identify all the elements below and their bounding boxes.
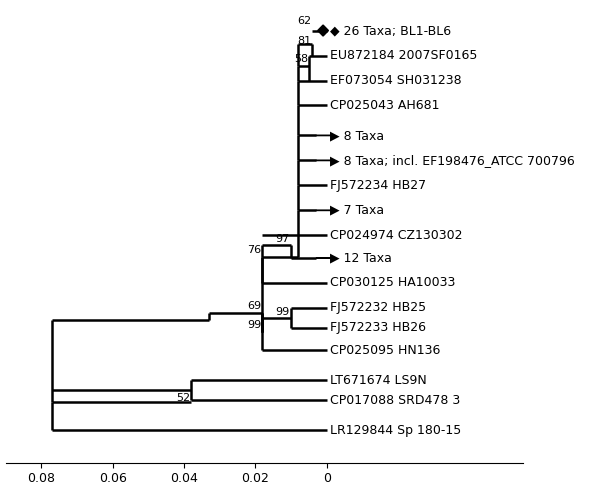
Text: 99: 99 xyxy=(247,320,262,330)
Text: CP025095 HN136: CP025095 HN136 xyxy=(330,344,440,357)
Text: CP017088 SRD478 3: CP017088 SRD478 3 xyxy=(330,394,460,407)
Text: FJ572232 HB25: FJ572232 HB25 xyxy=(330,301,427,314)
Polygon shape xyxy=(318,25,328,36)
Text: 97: 97 xyxy=(275,234,290,244)
Text: ▶ 12 Taxa: ▶ 12 Taxa xyxy=(330,251,392,264)
Text: 99: 99 xyxy=(275,306,290,317)
Text: 58: 58 xyxy=(294,54,308,63)
Text: ▶ 8 Taxa; incl. EF198476_ATCC 700796: ▶ 8 Taxa; incl. EF198476_ATCC 700796 xyxy=(330,154,575,167)
Text: 52: 52 xyxy=(176,393,190,403)
Text: EF073054 SH031238: EF073054 SH031238 xyxy=(330,74,462,87)
Text: 81: 81 xyxy=(297,36,311,46)
Text: CP025043 AH681: CP025043 AH681 xyxy=(330,99,440,112)
Text: 69: 69 xyxy=(247,301,262,311)
Text: ▶ 7 Taxa: ▶ 7 Taxa xyxy=(330,204,385,217)
Text: FJ572234 HB27: FJ572234 HB27 xyxy=(330,179,427,192)
Text: LT671674 LS9N: LT671674 LS9N xyxy=(330,374,427,387)
Text: FJ572233 HB26: FJ572233 HB26 xyxy=(330,321,426,334)
Text: CP030125 HA10033: CP030125 HA10033 xyxy=(330,276,455,289)
Text: EU872184 2007SF0165: EU872184 2007SF0165 xyxy=(330,49,478,62)
Text: ▶ 8 Taxa: ▶ 8 Taxa xyxy=(330,129,385,142)
Text: 62: 62 xyxy=(297,16,311,26)
Text: ◆ 26 Taxa; BL1-BL6: ◆ 26 Taxa; BL1-BL6 xyxy=(330,24,451,37)
Text: 76: 76 xyxy=(247,245,262,255)
Text: CP024974 CZ130302: CP024974 CZ130302 xyxy=(330,229,463,242)
Text: LR129844 Sp 180-15: LR129844 Sp 180-15 xyxy=(330,424,461,437)
